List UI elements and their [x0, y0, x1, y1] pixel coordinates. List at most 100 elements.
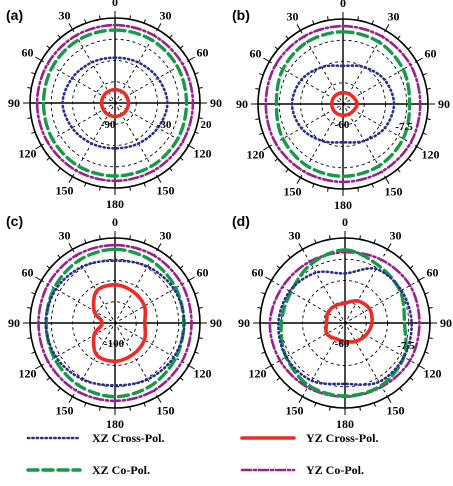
series-curve — [44, 259, 186, 387]
angle-label: 90 — [8, 96, 20, 110]
radial-label: -60 — [335, 119, 350, 131]
angle-tick — [157, 396, 162, 403]
legend: XZ Cross-Pol. YZ Cross-Pol. XZ Co-Pol. YZ C… — [26, 431, 378, 477]
angle-tick — [188, 365, 195, 370]
angle-label: 150 — [56, 404, 74, 418]
angle-label: 60 — [252, 266, 264, 280]
angle-label: 150 — [387, 404, 405, 418]
angle-label: 30 — [289, 229, 301, 243]
angle-label: 120 — [194, 147, 212, 161]
angle-label: 30 — [388, 10, 400, 24]
grid-spoke — [72, 249, 158, 397]
angle-label: 150 — [56, 184, 74, 198]
angle-label: 90 — [238, 316, 250, 330]
radial-label: -90 — [101, 119, 116, 131]
angle-tick — [68, 23, 73, 30]
legend-item: XZ Co-Pol. — [26, 463, 150, 477]
polar-panel: (b) 0 30 60 90 120 150 180 150 120 90 60 30 -60 -7.5 — [232, 0, 450, 212]
angle-label: 60 — [425, 47, 437, 61]
outer-ring — [257, 18, 429, 190]
angle-tick — [35, 276, 42, 281]
legend-label: YZ Co-Pol. — [306, 463, 364, 477]
angle-tick — [385, 24, 390, 31]
angle-tick — [296, 177, 301, 184]
angle-tick — [188, 145, 195, 150]
grid-spoke — [300, 30, 386, 178]
angle-tick — [188, 276, 195, 281]
radial-label: -60 — [335, 338, 350, 350]
series-curve — [279, 248, 408, 398]
legend-label: YZ Cross-Pol. — [306, 431, 378, 445]
angle-tick — [387, 243, 392, 250]
angle-tick — [418, 365, 425, 370]
radial-label: -7.5 — [397, 340, 415, 352]
angle-tick — [265, 276, 272, 281]
angle-tick — [418, 276, 425, 281]
outer-ring — [29, 237, 201, 409]
radial-label: -30 — [157, 119, 172, 131]
polar-panel: (c) 0 30 60 90 120 150 180 150 120 90 60 30 -100 — [6, 213, 222, 431]
angle-label: 60 — [22, 266, 34, 280]
grid-spoke — [302, 249, 388, 397]
angle-tick — [35, 365, 42, 370]
angle-tick — [416, 57, 423, 62]
series-curve — [41, 28, 189, 178]
angle-label: 150 — [385, 185, 403, 199]
angle-label: 60 — [427, 266, 439, 280]
series-curve — [61, 56, 169, 150]
panel-label: (c) — [6, 213, 23, 229]
radial-label: -7.5 — [395, 121, 413, 133]
panel-label: (d) — [232, 213, 250, 229]
angle-label: 0 — [112, 215, 118, 229]
angle-label: 150 — [284, 185, 302, 199]
angle-tick — [68, 176, 73, 183]
angle-tick — [35, 56, 42, 61]
angle-tick — [68, 396, 73, 403]
legend-item: YZ Cross-Pol. — [240, 431, 378, 445]
angle-tick — [298, 243, 303, 250]
angle-label: 0 — [340, 0, 346, 10]
angle-tick — [387, 396, 392, 403]
angle-label: 60 — [197, 46, 209, 60]
angle-label: 150 — [286, 404, 304, 418]
angle-tick — [157, 176, 162, 183]
angle-tick — [263, 57, 270, 62]
polar-panel: (a) 0 30 60 90 120 150 180 150 120 90 60 30 -90 -30 20 — [6, 0, 222, 211]
angle-label: 90 — [8, 316, 20, 330]
polar-panel: (d) 0 30 60 90 120 150 180 150 120 90 60 30 -60 -7.5 — [232, 213, 452, 431]
angle-tick — [157, 23, 162, 30]
angle-label: 180 — [334, 198, 352, 212]
series-curve — [44, 247, 186, 399]
legend-item: YZ Co-Pol. — [240, 463, 364, 477]
angle-tick — [68, 243, 73, 250]
angle-label: 90 — [210, 316, 222, 330]
series-curve — [290, 64, 396, 144]
series-curve — [329, 90, 359, 118]
series-curve — [37, 243, 193, 403]
angle-label: 60 — [197, 266, 209, 280]
angle-label: 120 — [247, 148, 265, 162]
radial-label: -100 — [104, 338, 125, 350]
angle-label: 30 — [59, 9, 71, 23]
angle-tick — [298, 396, 303, 403]
angle-tick — [263, 146, 270, 151]
legend-item: XZ Cross-Pol. — [26, 431, 164, 445]
angle-label: 120 — [422, 148, 440, 162]
outer-ring — [29, 17, 201, 189]
angle-tick — [385, 177, 390, 184]
angle-label: 30 — [160, 229, 172, 243]
angle-label: 90 — [210, 96, 222, 110]
angle-label: 30 — [287, 10, 299, 24]
angle-label: 90 — [438, 97, 450, 111]
series-curve — [324, 298, 374, 344]
series-curve — [277, 267, 413, 386]
angle-label: 120 — [424, 367, 442, 381]
series-curve — [99, 87, 131, 119]
angle-label: 180 — [336, 417, 354, 431]
angle-label: 120 — [194, 367, 212, 381]
outer-ring — [259, 237, 431, 409]
angle-label: 30 — [59, 229, 71, 243]
angle-label: 180 — [106, 417, 124, 431]
